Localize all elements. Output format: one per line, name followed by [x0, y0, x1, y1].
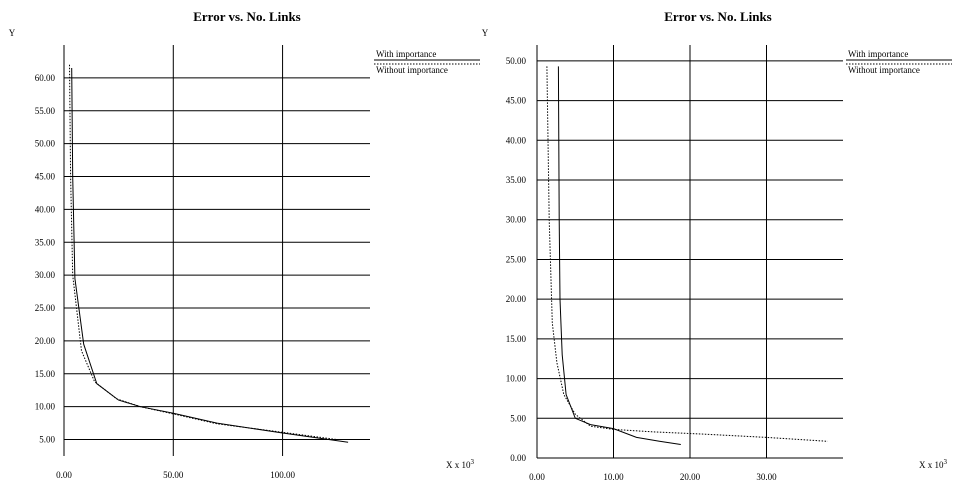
y-tick-label: 15.00	[506, 334, 527, 344]
y-tick-label: 40.00	[506, 135, 527, 145]
y-tick-label: 55.00	[35, 106, 56, 116]
x-tick-label: 20.00	[680, 472, 701, 482]
y-tick-label: 35.00	[35, 237, 56, 247]
series-line-with-importance	[71, 67, 349, 443]
x-tick-label: 0.00	[529, 472, 545, 482]
legend-entry-label: Without importance	[376, 65, 448, 75]
legend-entry-label: With importance	[376, 49, 436, 59]
x-tick-label: 50.00	[163, 470, 184, 480]
y-axis-label: Y	[9, 28, 16, 38]
y-tick-label: 50.00	[35, 139, 56, 149]
y-tick-label: 0.00	[510, 453, 526, 463]
x-axis-label-exponent: 3	[944, 458, 948, 466]
x-axis-label-text: X x 10	[919, 460, 944, 470]
x-axis-label: X x 103	[919, 458, 948, 470]
y-tick-label: 10.00	[506, 374, 527, 384]
y-tick-label: 35.00	[506, 175, 527, 185]
y-tick-label: 30.00	[506, 215, 527, 225]
y-tick-label: 30.00	[35, 270, 56, 280]
chart-title: Error vs. No. Links	[664, 9, 772, 24]
x-tick-label: 10.00	[603, 472, 624, 482]
x-axis-label-text: X x 10	[446, 460, 471, 470]
y-tick-label: 15.00	[35, 369, 56, 379]
x-tick-label: 30.00	[756, 472, 777, 482]
chart-title: Error vs. No. Links	[193, 9, 301, 24]
legend-entry-label: Without importance	[848, 65, 920, 75]
y-tick-label: 25.00	[35, 303, 56, 313]
x-axis-label: X x 103	[446, 458, 475, 470]
y-tick-label: 25.00	[506, 254, 527, 264]
y-tick-label: 40.00	[35, 204, 56, 214]
y-tick-label: 45.00	[35, 172, 56, 182]
series-line-with-importance	[557, 66, 681, 445]
y-tick-label: 20.00	[35, 336, 56, 346]
y-tick-label: 5.00	[39, 435, 55, 445]
y-tick-label: 10.00	[35, 402, 56, 412]
y-axis-label: Y	[482, 28, 489, 38]
y-tick-label: 5.00	[510, 413, 526, 423]
x-tick-label: 0.00	[56, 470, 72, 480]
x-axis-label-exponent: 3	[471, 458, 475, 466]
y-tick-label: 20.00	[506, 294, 527, 304]
y-tick-label: 45.00	[506, 96, 527, 106]
series-line-without-importance	[546, 66, 828, 442]
series-line-without-importance	[69, 64, 338, 441]
y-tick-label: 60.00	[35, 73, 56, 83]
x-tick-label: 100.00	[270, 470, 295, 480]
legend-entry-label: With importance	[848, 49, 908, 59]
y-tick-label: 50.00	[506, 56, 527, 66]
